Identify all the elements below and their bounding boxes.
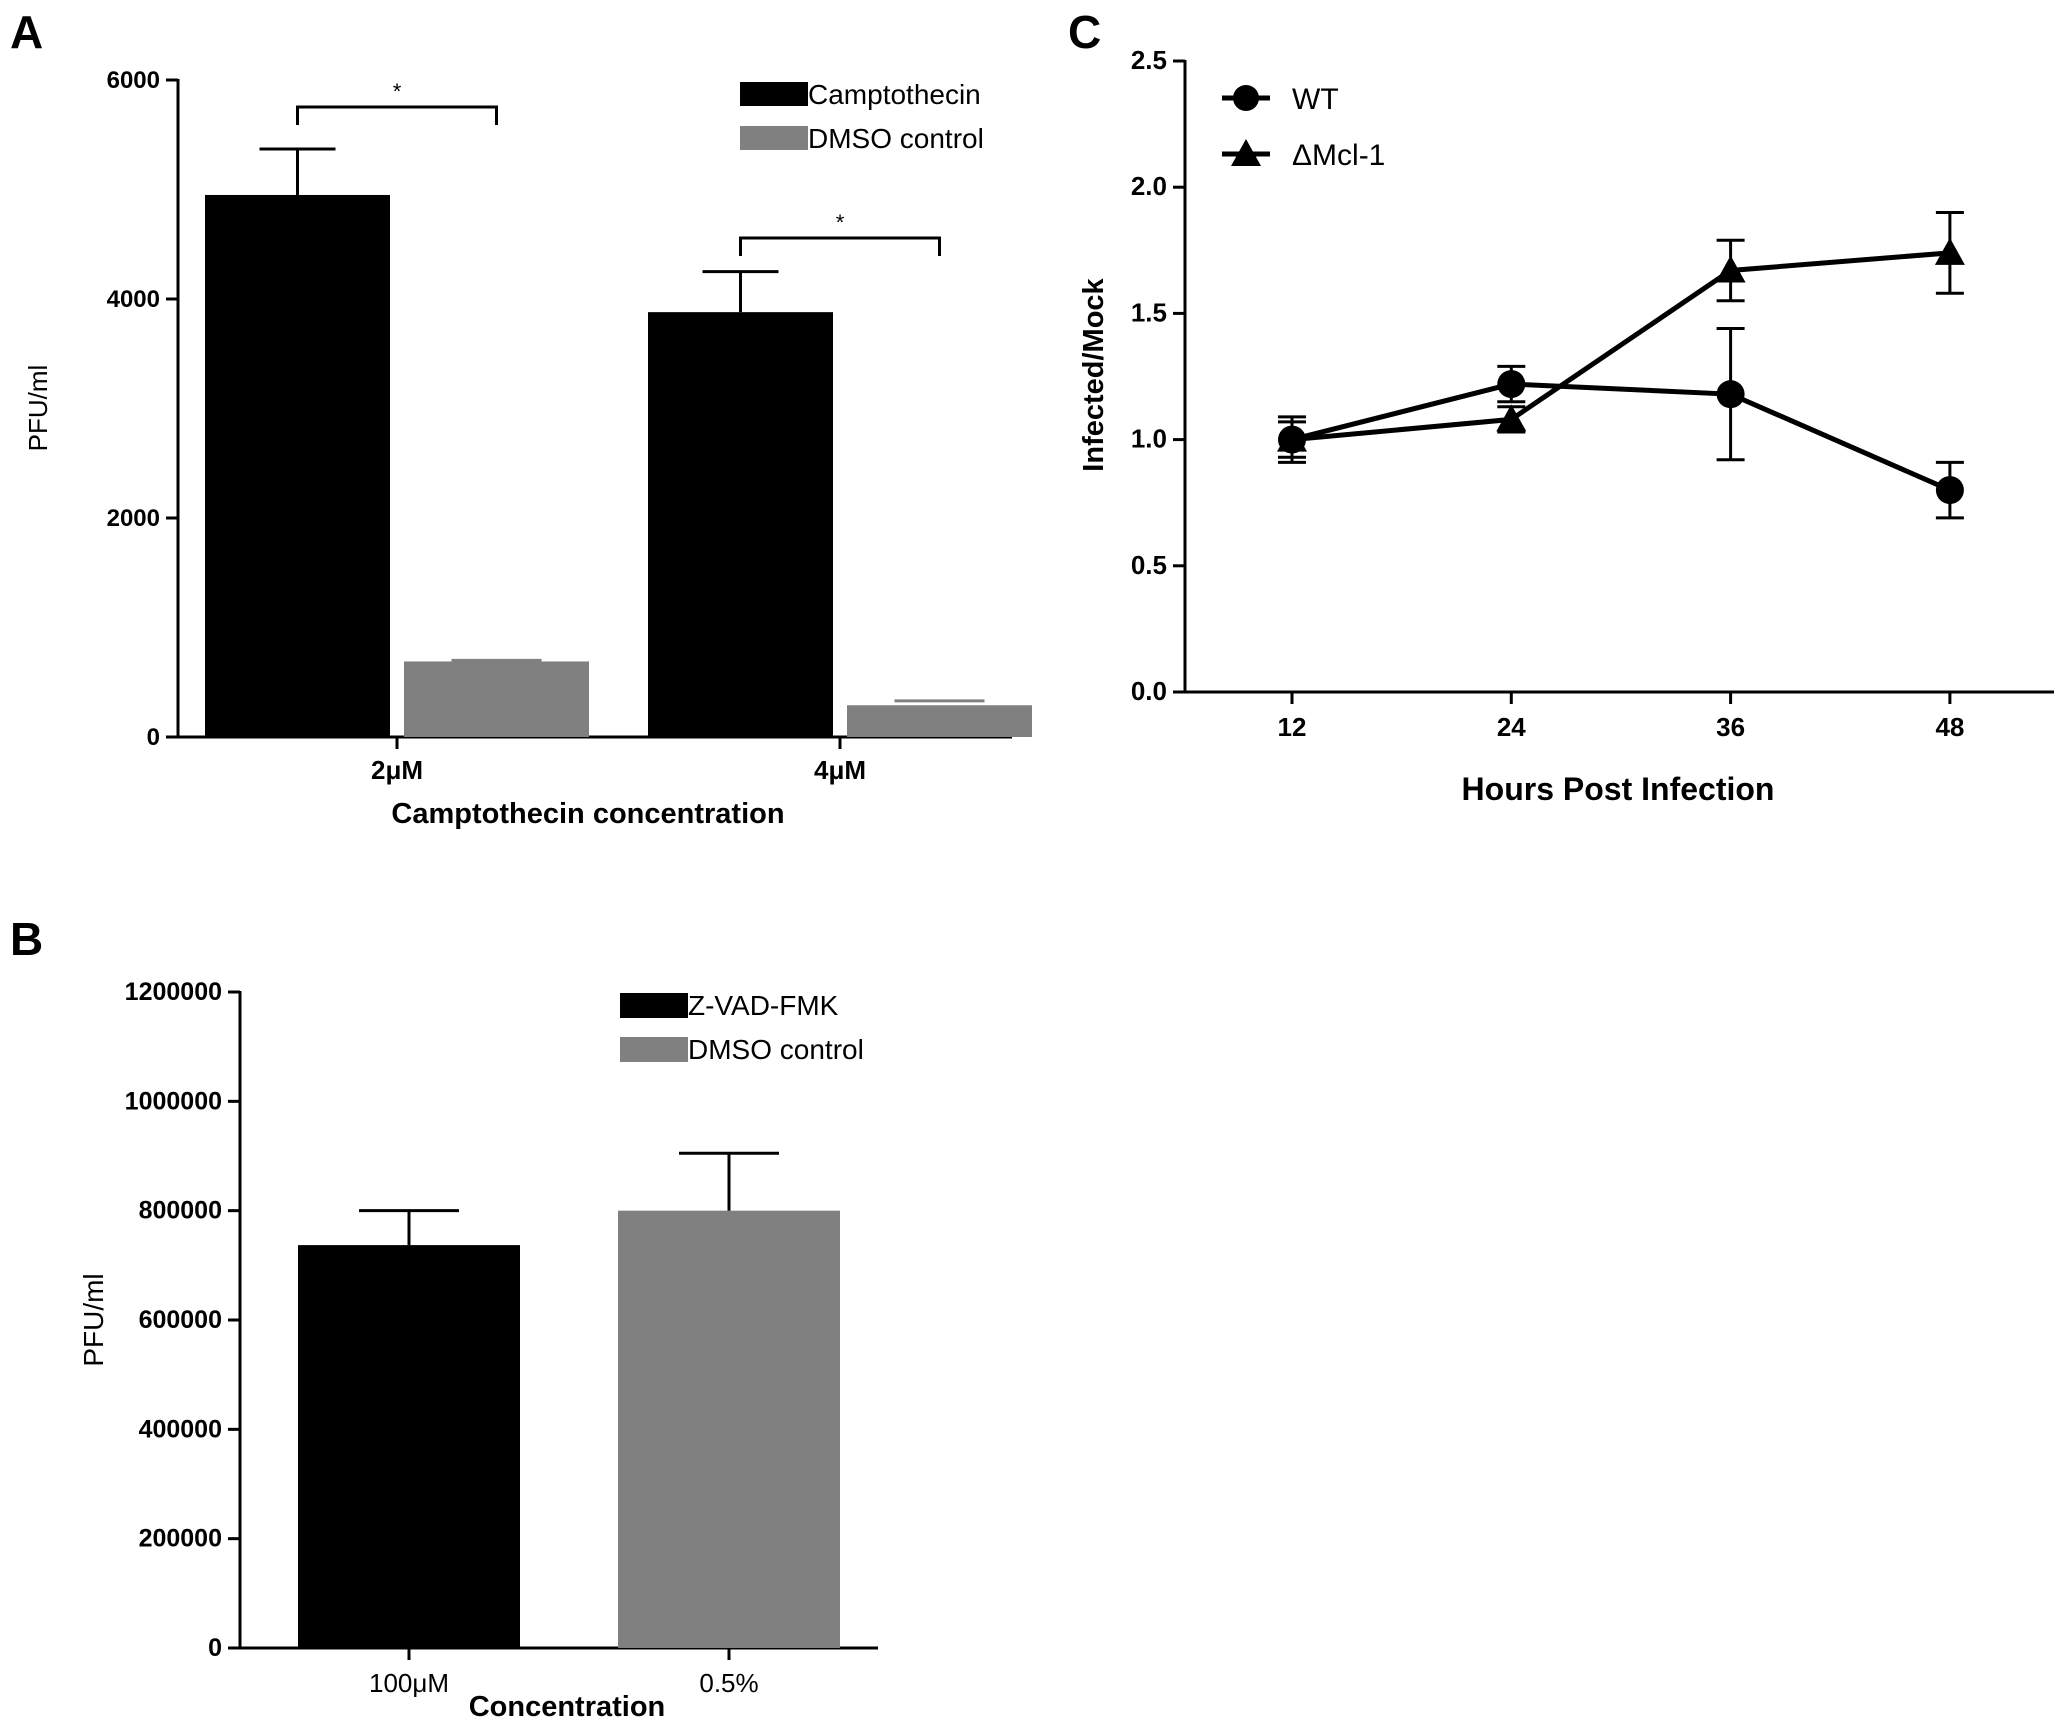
significance-label: *	[393, 79, 402, 104]
y-tick-label: 2.5	[1131, 45, 1167, 75]
legend-swatch-dmso-control	[620, 1037, 688, 1062]
x-tick-label: 2μM	[371, 755, 423, 785]
x-axis-label: Concentration	[469, 1691, 666, 1723]
x-tick-label: 100μM	[369, 1668, 449, 1698]
y-tick-label: 6000	[107, 67, 160, 94]
panel-c-chart: 0.0 0.5 1.0 1.5 2.0 2.5 12 24 36 48 WT ΔMcl-1 Hours …	[1078, 45, 2054, 807]
y-tick-label: 1000000	[125, 1087, 222, 1115]
panel-label-b: B	[10, 913, 43, 965]
legend-label: DMSO control	[688, 1034, 864, 1065]
legend-label: Z-VAD-FMK	[688, 990, 839, 1021]
y-tick-label: 600000	[139, 1306, 222, 1334]
y-tick-label: 2.0	[1131, 171, 1167, 201]
marker-triangle	[1715, 255, 1746, 283]
x-tick-label: 12	[1278, 712, 1307, 742]
x-axis-label: Hours Post Infection	[1462, 771, 1775, 807]
y-axis-label: PFU/ml	[23, 365, 53, 452]
marker-triangle	[1496, 404, 1527, 432]
marker-circle	[1935, 476, 1964, 505]
significance-label: *	[836, 210, 845, 235]
y-tick-label: 0.5	[1131, 550, 1167, 580]
legend-label: DMSO control	[808, 123, 984, 154]
y-axis-label: PFU/ml	[78, 1273, 109, 1366]
y-tick-label: 1200000	[125, 978, 222, 1006]
y-tick-label: 1.5	[1131, 297, 1167, 327]
x-tick-label: 4μM	[814, 755, 866, 785]
x-tick-label: 36	[1716, 712, 1745, 742]
y-tick-label: 400000	[139, 1415, 222, 1443]
legend-swatch-camptothecin	[740, 82, 808, 106]
y-tick-label: 0.0	[1131, 676, 1167, 706]
marker-circle	[1497, 370, 1526, 399]
bar-dmso-control	[618, 1210, 840, 1648]
legend-marker-circle	[1233, 85, 1259, 111]
legend-label: WT	[1292, 83, 1339, 116]
y-tick-label: 4000	[107, 286, 160, 313]
legend-label: ΔMcl-1	[1292, 139, 1385, 172]
x-tick-label: 48	[1935, 712, 1964, 742]
y-tick-label: 0	[147, 724, 160, 751]
y-tick-label: 800000	[139, 1197, 222, 1225]
bar-dmso-control	[404, 661, 589, 737]
y-tick-label: 0	[208, 1634, 222, 1662]
y-tick-label: 200000	[139, 1525, 222, 1553]
y-tick-label: 2000	[107, 505, 160, 532]
bar-camptothecin	[205, 194, 390, 738]
marker-triangle	[1934, 237, 1965, 265]
y-tick-label: 1.0	[1131, 424, 1167, 454]
bar-z-vad-fmk	[298, 1245, 520, 1648]
panel-a-chart: 0 2000 4000 6000 2μM 4μM * * Camptothecin DMSO co…	[23, 67, 1032, 830]
significance-bracket	[296, 105, 498, 125]
legend-swatch-z-vad-fmk	[620, 993, 688, 1018]
legend-label: Camptothecin	[808, 79, 981, 110]
marker-circle	[1716, 380, 1745, 409]
series-line-wt	[1291, 381, 1951, 493]
panel-b-chart: 0 200000 400000 600000 800000 1000000 1200000 1…	[78, 978, 878, 1723]
marker-triangle	[1277, 424, 1307, 452]
significance-bracket	[739, 236, 941, 256]
panel-label-a: A	[10, 6, 43, 58]
y-axis-label: Infected/Mock	[1078, 277, 1110, 471]
bar-dmso-control	[847, 705, 1032, 737]
panel-label-c: C	[1068, 6, 1101, 58]
bar-camptothecin	[648, 312, 833, 737]
x-tick-label: 0.5%	[699, 1668, 758, 1698]
legend-swatch-dmso-control	[740, 126, 808, 150]
x-tick-label: 24	[1497, 712, 1526, 742]
legend-marker-triangle	[1231, 139, 1261, 166]
x-axis-label: Camptothecin concentration	[391, 798, 784, 830]
series-line-mcl1	[1291, 250, 1951, 443]
